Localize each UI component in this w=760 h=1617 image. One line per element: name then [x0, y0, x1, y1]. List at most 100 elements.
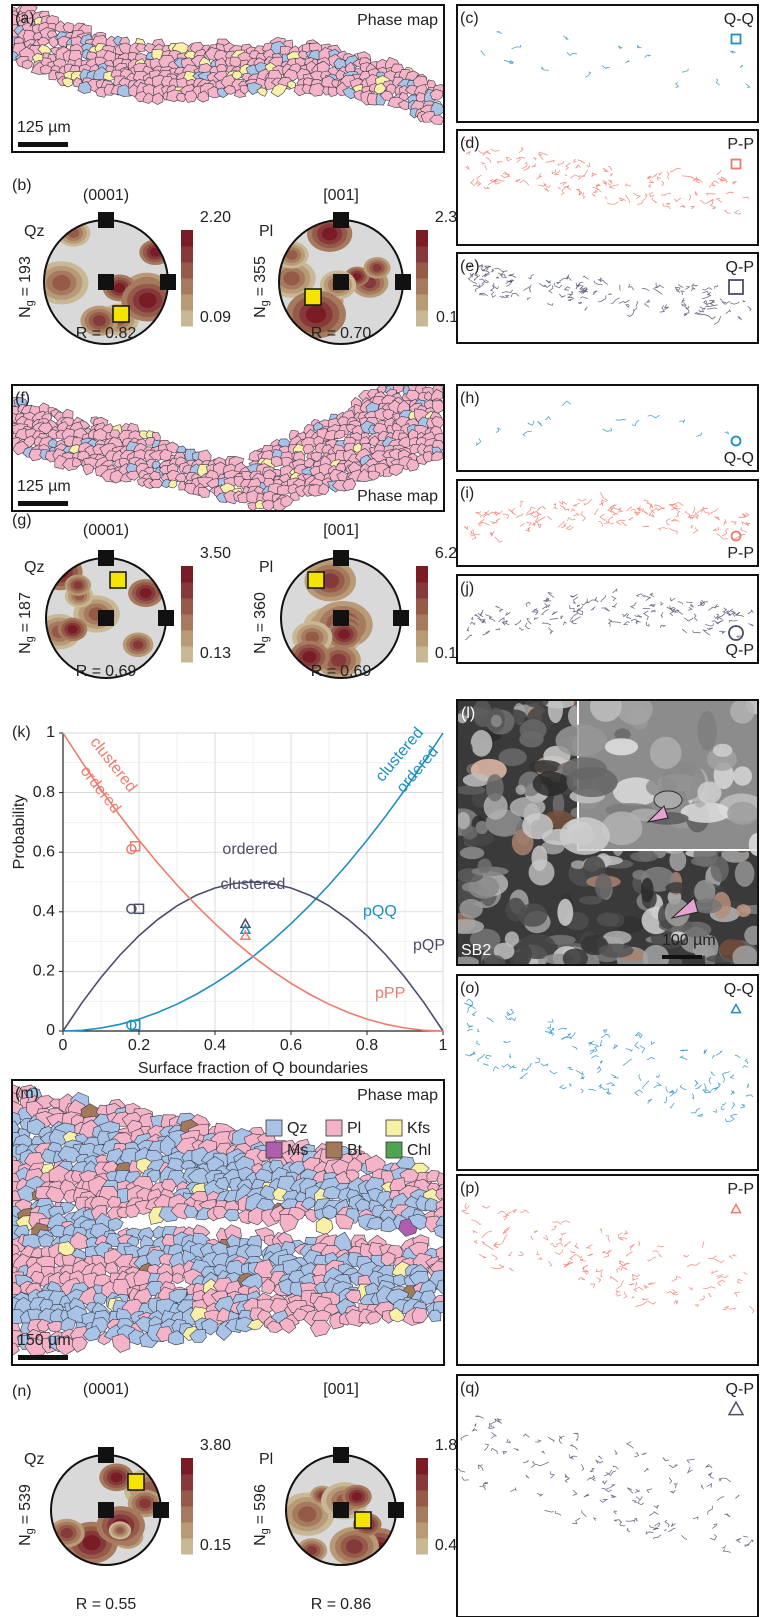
boundary-trace [506, 1438, 512, 1443]
grain [376, 386, 388, 394]
count-relation: = [252, 1515, 269, 1524]
boundary-trace [494, 1418, 502, 1424]
boundary-trace [508, 274, 517, 278]
boundary-trace [480, 265, 488, 272]
crystal [518, 903, 548, 927]
x-tick-label: 0.6 [280, 1037, 302, 1054]
boundary-trace [651, 1041, 656, 1045]
boundary-trace [707, 1255, 717, 1260]
boundary-trace [522, 430, 532, 437]
density-contour [139, 1498, 151, 1509]
boundary-trace [634, 1488, 640, 1494]
boundary-trace [545, 279, 551, 284]
boundary-trace [686, 1466, 693, 1474]
crystal [598, 943, 634, 958]
colorbar-step [181, 582, 193, 599]
boundary-trace [627, 283, 634, 291]
chart: 0 0.2 0.4 0.6 0.8 1 0 0.2 0.4 0.6 0.8 1 Surface frac… [11, 724, 447, 1077]
boundary-trace [465, 634, 473, 641]
panel-label: (q) [460, 1380, 480, 1397]
boundary-trace [515, 513, 524, 519]
boundary-trace [526, 617, 532, 625]
boundary-trace [490, 148, 500, 152]
boundary-trace [694, 1304, 700, 1308]
boundary-trace [484, 1244, 494, 1251]
boundary-trace [712, 1523, 718, 1529]
boundary-trace [454, 1468, 466, 1473]
count-subscript: g [24, 636, 36, 642]
boundary-trace [681, 68, 689, 73]
boundary-trace [577, 301, 583, 305]
boundary-trace [474, 614, 481, 619]
boundary-trace [703, 299, 708, 306]
boundary-trace [616, 1280, 624, 1290]
boundary-trace [643, 510, 649, 515]
boundary-trace [558, 1435, 565, 1444]
boundary-trace [593, 290, 598, 296]
series-label: pQQ [363, 903, 397, 920]
boundary-trace [679, 419, 686, 424]
boundary-trace [577, 1277, 586, 1281]
boundary-trace [632, 1276, 639, 1282]
boundary-trace [548, 285, 554, 294]
panel-label: (k) [12, 724, 31, 741]
boundary-trace [617, 1232, 624, 1241]
boundary-trace [610, 1275, 619, 1283]
grain [111, 1333, 131, 1353]
boundary-trace [721, 300, 731, 305]
boundary-trace [728, 619, 738, 623]
boundary-trace [742, 1535, 749, 1538]
r-value: 0.70 [340, 325, 371, 342]
inset-crystal [555, 724, 607, 757]
boundary-trace [523, 284, 532, 291]
boundary-trace [545, 159, 556, 163]
series-line [62, 732, 444, 1032]
boundary-trace [479, 1485, 486, 1491]
boundary-trace [472, 284, 481, 288]
boundary-trace [683, 313, 688, 317]
boundary-trace [692, 1516, 699, 1520]
density [279, 220, 403, 344]
boundary-trace [567, 1066, 573, 1071]
boundary-trace [581, 1510, 587, 1518]
grain [93, 428, 108, 442]
boundary-trace [647, 502, 654, 509]
mean-axis [109, 571, 127, 589]
boundary-trace [475, 511, 482, 516]
boundary-trace [580, 1088, 584, 1094]
boundary-trace [600, 1086, 609, 1093]
boundary-trace [631, 1273, 640, 1278]
boundary-trace [568, 1454, 574, 1460]
boundary-trace [716, 617, 719, 620]
colorbar-max: 2.20 [200, 209, 231, 226]
boundary-trace [581, 287, 588, 290]
boundary-trace [685, 286, 691, 291]
count-relation: = [17, 623, 34, 632]
boundary-trace [493, 1241, 499, 1249]
boundary-trace [560, 186, 566, 195]
boundary-trace [521, 162, 528, 169]
boundary-trace [540, 1063, 549, 1067]
boundary-trace [607, 179, 613, 184]
boundary-trace [477, 522, 482, 527]
boundary-trace [604, 1469, 613, 1477]
boundary-trace [643, 595, 652, 601]
mean-axis [127, 1473, 145, 1491]
inset-crystal [727, 801, 757, 825]
texture-index: R = 0.55 [76, 1596, 137, 1613]
boundary-trace [656, 176, 661, 181]
boundary-trace [561, 1036, 571, 1040]
colorbar-step [416, 310, 428, 327]
boundary-trace [612, 588, 618, 594]
boundary-trace [679, 1055, 688, 1061]
boundary-trace [715, 78, 720, 86]
boundary-trace [566, 186, 572, 191]
crystal [570, 860, 586, 869]
crystal [504, 931, 519, 947]
mean-axis [354, 1511, 372, 1529]
boundary-trace [470, 534, 477, 540]
boundary-trace [709, 198, 715, 202]
boundary-trace [575, 282, 581, 287]
x-tick-label: 0.8 [356, 1037, 378, 1054]
colorbar-step [416, 1538, 428, 1555]
